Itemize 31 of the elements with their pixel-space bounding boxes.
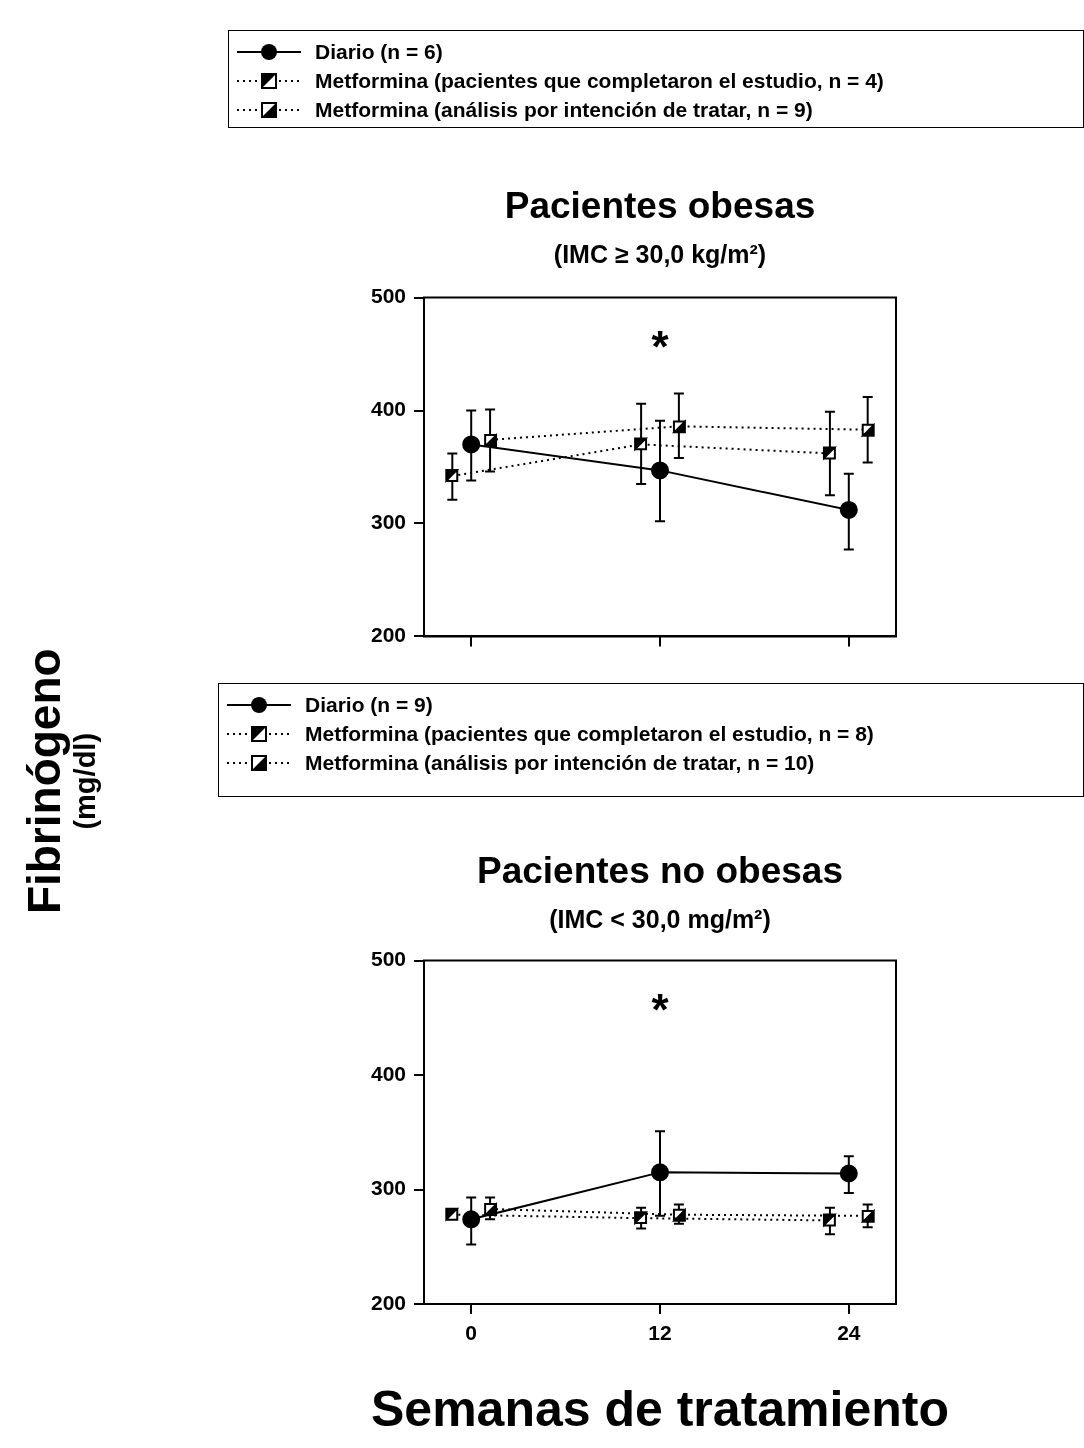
legend-label: Metformina (pacientes que completaron el estudio, n = 4) — [315, 68, 884, 93]
chart-title: Pacientes obesas — [503, 185, 817, 227]
y-tick-label: 400 — [370, 1061, 406, 1085]
legend-label: Metformina (análisis por intención de tratar, n = 9) — [315, 97, 813, 122]
x-tick-label: 0 — [465, 1321, 478, 1345]
x-tick-label: 24 — [837, 1321, 861, 1345]
x-tick-label: 12 — [648, 1321, 672, 1345]
point — [839, 500, 858, 519]
y-tick-label: 500 — [370, 947, 406, 971]
chart-subtitle: (IMC < 30,0 mg/m²) — [548, 905, 772, 934]
annotation: * — [651, 321, 670, 371]
y-tick-label: 200 — [370, 1290, 406, 1314]
y-tick-label: 500 — [370, 284, 406, 308]
point — [839, 1164, 858, 1183]
y-tick-label: 300 — [370, 510, 406, 534]
legend-label: Metformina (pacientes que completaron el estudio, n = 8) — [305, 721, 874, 746]
chart-subtitle: (IMC ≥ 30,0 kg/m²) — [552, 240, 768, 269]
legend-label: Metformina (análisis por intención de tratar, n = 10) — [305, 750, 815, 775]
y-axis-title: Fibrinógeno (mg/dl) — [17, 647, 102, 917]
legend-label: Diario (n = 6) — [315, 39, 443, 64]
y-tick-label: 200 — [370, 623, 406, 647]
point — [462, 435, 481, 454]
point — [651, 461, 669, 480]
chart-title: Pacientes no obesas — [475, 850, 844, 892]
point — [462, 1210, 481, 1229]
legend-label: Diario (n = 9) — [305, 692, 433, 717]
x-axis-title: Semanas de tratamiento — [370, 1380, 950, 1438]
point — [651, 1163, 669, 1182]
y-tick-label: 400 — [370, 397, 406, 421]
annotation: * — [651, 984, 670, 1034]
y-tick-label: 300 — [370, 1176, 406, 1200]
